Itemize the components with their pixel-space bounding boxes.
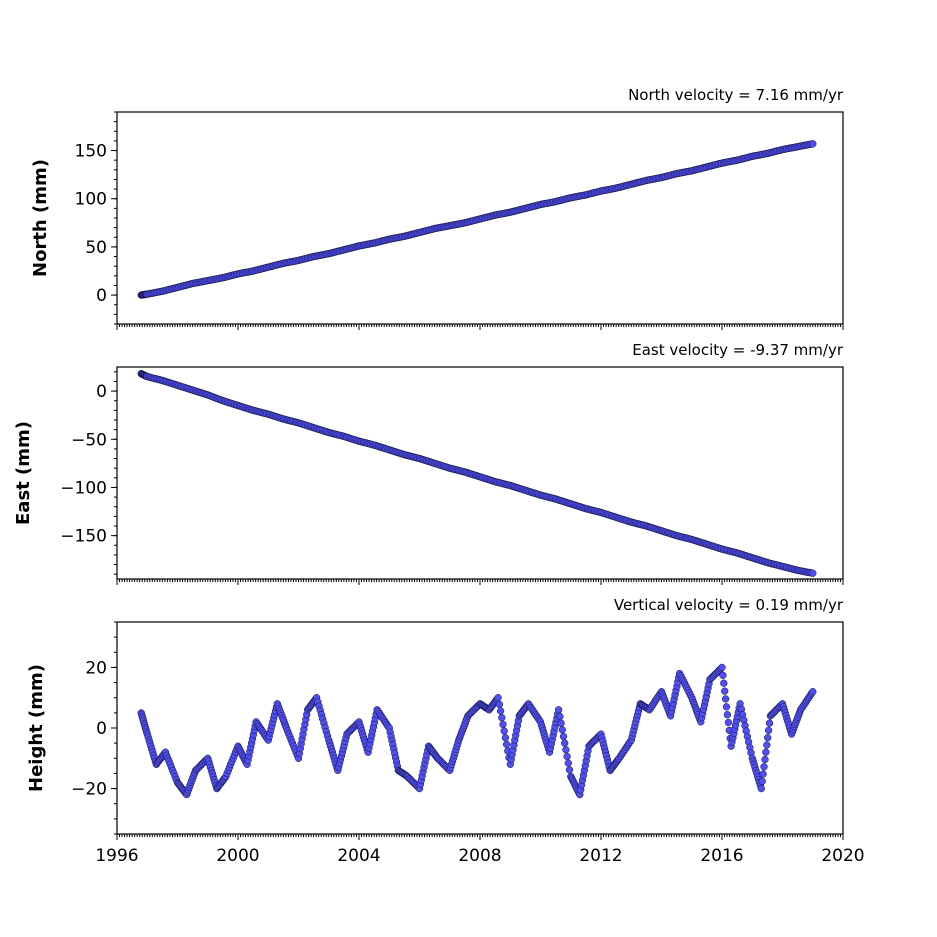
- height-y-axis-label: Height (mm): [26, 664, 47, 792]
- data-point: [723, 711, 732, 719]
- y-tick-label: 100: [75, 190, 107, 210]
- data-point: [502, 740, 511, 749]
- data-point: [718, 663, 726, 672]
- y-tick-label: −50: [71, 430, 107, 450]
- vertical-velocity-title: Vertical velocity = 0.19 mm/yr: [614, 596, 844, 614]
- data-point: [763, 741, 771, 749]
- y-tick-label: 0: [96, 382, 107, 402]
- data-point: [759, 770, 767, 778]
- height-data-points: [137, 663, 817, 799]
- x-tick-label: 2008: [458, 846, 501, 866]
- data-point: [498, 714, 506, 722]
- y-tick-label: −150: [60, 527, 107, 547]
- data-point: [558, 726, 566, 734]
- east-plot-frame: [116, 366, 844, 580]
- y-tick-label: 20: [85, 658, 107, 678]
- y-tick-label: −100: [60, 478, 107, 498]
- data-point: [757, 784, 765, 793]
- data-point: [494, 694, 502, 702]
- north-y-axis-label: North (mm): [30, 159, 51, 277]
- y-tick-label: 0: [96, 286, 107, 306]
- data-point: [500, 727, 508, 735]
- data-point: [760, 763, 768, 771]
- data-point: [724, 718, 733, 727]
- data-point: [758, 777, 766, 785]
- height-plot-frame: [116, 621, 844, 835]
- x-tick-label: 2004: [337, 846, 380, 866]
- data-point: [722, 703, 731, 711]
- north-velocity-title: North velocity = 7.16 mm/yr: [628, 86, 844, 104]
- east-data-points: [137, 370, 817, 577]
- data-point: [764, 734, 772, 742]
- data-point: [563, 752, 571, 761]
- data-point: [764, 726, 773, 735]
- data-point: [765, 719, 774, 727]
- x-tick-label: 1996: [95, 846, 138, 866]
- data-point: [562, 746, 570, 754]
- data-point: [499, 720, 507, 729]
- data-point: [719, 671, 727, 679]
- x-tick-label: 2016: [700, 846, 743, 866]
- north-data-points: [137, 140, 817, 299]
- east-y-axis-label: East (mm): [13, 421, 34, 525]
- x-tick-label: 2000: [216, 846, 259, 866]
- north-plot-frame: [116, 111, 844, 325]
- east-velocity-title: East velocity = -9.37 mm/yr: [632, 341, 844, 359]
- height-ticks: 20 0 −20 1996 2000 2004 2008 2012 2016 2020: [71, 621, 865, 866]
- data-point: [496, 707, 505, 715]
- data-point: [721, 695, 730, 703]
- north-panel: North velocity = 7.16 mm/yr North (mm) 0…: [30, 86, 844, 330]
- data-point: [557, 719, 565, 727]
- east-panel: East velocity = -9.37 mm/yr East (mm) 0 −…: [13, 341, 844, 585]
- data-point: [809, 140, 817, 148]
- data-point: [721, 687, 729, 695]
- height-panel: Vertical velocity = 0.19 mm/yr Height (m…: [26, 596, 865, 866]
- x-tick-label: 2020: [821, 846, 864, 866]
- data-point: [762, 748, 770, 756]
- y-tick-label: 150: [75, 142, 107, 162]
- data-point: [556, 712, 564, 721]
- data-point: [554, 706, 563, 714]
- data-point: [564, 759, 572, 767]
- data-point: [501, 734, 510, 742]
- y-tick-label: 50: [85, 238, 107, 258]
- data-point: [720, 679, 728, 687]
- data-point: [495, 700, 504, 709]
- y-tick-label: 0: [96, 719, 107, 739]
- data-point: [565, 766, 574, 774]
- x-tick-label: 2012: [579, 846, 622, 866]
- data-point: [809, 569, 817, 577]
- data-point: [761, 755, 769, 764]
- data-point: [809, 688, 817, 696]
- data-point: [559, 732, 568, 741]
- y-tick-label: −20: [71, 780, 107, 800]
- data-point: [561, 739, 569, 747]
